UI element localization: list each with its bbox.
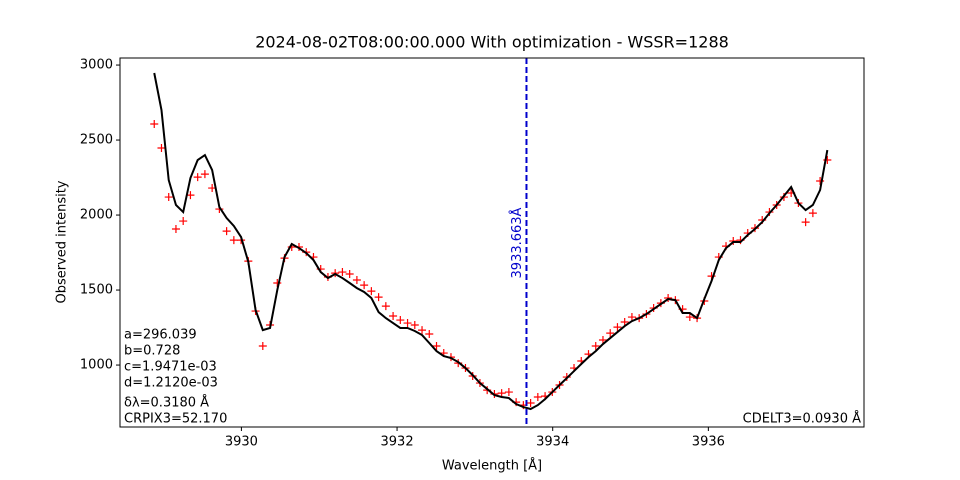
data-point [533, 393, 542, 401]
data-point [352, 276, 361, 284]
data-point [497, 389, 506, 398]
data-point [381, 302, 390, 311]
data-point [164, 193, 173, 202]
annotation: CRPIX3=52.170 [124, 412, 227, 427]
data-point [150, 120, 159, 128]
data-point [432, 342, 441, 350]
data-point [606, 329, 615, 338]
fit-line [153, 72, 829, 411]
plot-frame [119, 57, 865, 428]
annotation: b=0.728 [124, 344, 180, 359]
data-point [367, 287, 376, 296]
data-point [374, 293, 383, 302]
data-point [179, 217, 188, 226]
data-point [403, 319, 412, 328]
x-tick-label: 3934 [536, 435, 569, 450]
annotation: a=296.039 [124, 328, 197, 343]
data-point [338, 268, 347, 277]
y-axis-label: Observed intensity [55, 180, 70, 303]
data-point [229, 236, 238, 245]
data-point [193, 173, 202, 182]
data-point [613, 323, 622, 332]
data-point [504, 388, 513, 397]
data-point [816, 177, 825, 185]
x-tick-label: 3932 [381, 435, 414, 450]
annotation: d=1.2120e-03 [124, 376, 218, 391]
annotation: CDELT3=0.0930 Å [743, 411, 861, 427]
data-point [685, 313, 694, 322]
data-point [171, 225, 180, 233]
annotation: δλ=0.3180 Å [124, 395, 209, 411]
data-point [591, 342, 600, 350]
data-point [620, 318, 629, 326]
chart-title: 2024-08-02T08:00:00.000 With optimizatio… [255, 33, 729, 52]
y-tick-label: 2500 [80, 133, 113, 148]
data-point [258, 342, 267, 350]
data-point [360, 281, 369, 290]
data-point [418, 326, 427, 335]
data-point [526, 399, 535, 407]
data-point [598, 336, 607, 344]
data-point [396, 316, 405, 325]
y-tick-label: 3000 [80, 58, 113, 73]
data-point [410, 321, 419, 329]
y-tick-label: 1500 [80, 283, 113, 298]
data-point [200, 170, 209, 179]
y-tick-label: 2000 [80, 208, 113, 223]
data-point [222, 227, 231, 236]
data-point [664, 294, 673, 302]
data-point [157, 144, 166, 152]
annotation: c=1.9471e-03 [124, 360, 217, 375]
reference-line-label: 3933.663Å [509, 207, 525, 278]
x-axis-label: Wavelength [Å] [442, 458, 542, 474]
y-tick-label: 1000 [80, 358, 113, 373]
data-point [425, 330, 434, 338]
data-point [729, 237, 738, 245]
x-tick-label: 3930 [225, 435, 258, 450]
data-point [808, 209, 817, 218]
x-tick-label: 3936 [692, 435, 725, 450]
data-point [627, 313, 636, 322]
data-point [801, 218, 810, 227]
data-point [389, 312, 398, 320]
data-point [345, 270, 354, 278]
